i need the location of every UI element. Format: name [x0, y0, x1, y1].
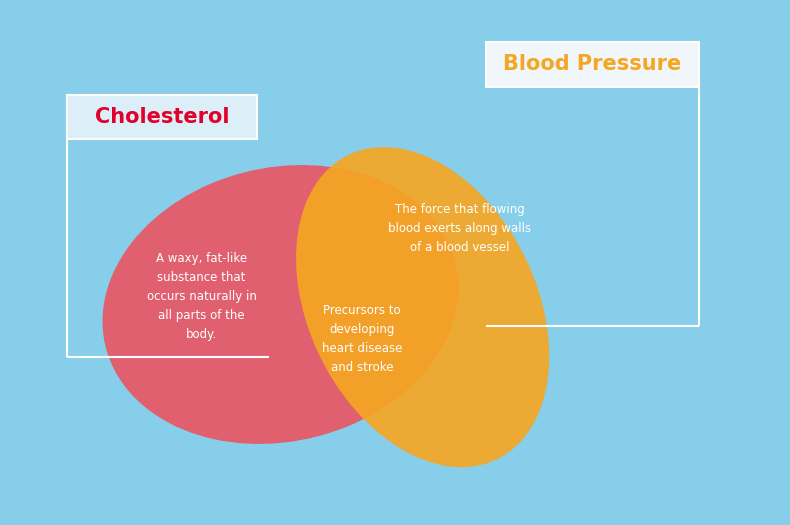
Ellipse shape	[296, 147, 549, 467]
Text: A waxy, fat-like
substance that
occurs naturally in
all parts of the
body.: A waxy, fat-like substance that occurs n…	[146, 252, 257, 341]
Ellipse shape	[103, 165, 458, 444]
Text: Blood Pressure: Blood Pressure	[503, 54, 682, 75]
Text: Precursors to
developing
heart disease
and stroke: Precursors to developing heart disease a…	[322, 303, 402, 374]
Text: Cholesterol: Cholesterol	[95, 107, 229, 127]
FancyBboxPatch shape	[486, 42, 699, 87]
FancyBboxPatch shape	[67, 94, 257, 139]
Text: The force that flowing
blood exerts along walls
of a blood vessel: The force that flowing blood exerts alon…	[388, 203, 532, 254]
